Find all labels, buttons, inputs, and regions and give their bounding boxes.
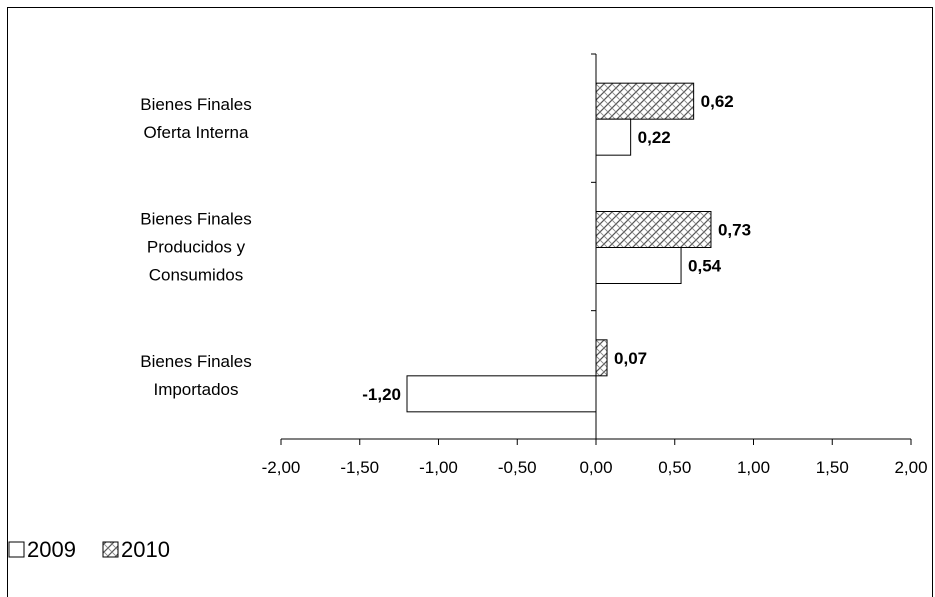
x-tick-label: 0,50 (658, 458, 691, 477)
data-label: 0,07 (614, 349, 647, 368)
legend: 2009 2010 (8, 537, 170, 562)
x-tick-label: 2,00 (894, 458, 927, 477)
bar-2009-1 (595, 247, 682, 284)
data-label: 0,54 (688, 257, 722, 276)
category-label-line: Oferta Interna (144, 123, 249, 142)
data-label: 0,73 (718, 221, 751, 240)
category-label-line: Producidos y (147, 238, 246, 257)
x-tick-label: -0,50 (498, 458, 537, 477)
data-label: 0,62 (701, 92, 734, 111)
category-label-line: Bienes Finales (140, 95, 252, 114)
legend-swatch-2010 (102, 541, 119, 558)
legend-label-2010: 2010 (121, 537, 170, 562)
bar-2010-2 (595, 339, 608, 377)
x-tick-label: 0,00 (579, 458, 612, 477)
legend-label-2009: 2009 (27, 537, 76, 562)
category-label-line: Importados (153, 380, 238, 399)
category-label-line: Consumidos (149, 266, 244, 285)
category-label: Bienes Finales Oferta Interna (140, 95, 252, 142)
bar-2010-1 (595, 211, 712, 248)
bar-2010-0 (595, 82, 695, 120)
data-label: 0,22 (638, 128, 671, 147)
legend-swatch-2009 (8, 541, 25, 558)
x-tick-label: 1,00 (737, 458, 770, 477)
bar-2009-0 (595, 118, 632, 156)
bar-2009-2 (406, 375, 597, 413)
x-tick-label: -1,00 (419, 458, 458, 477)
category-label: Bienes Finales Producidos y Consumidos (140, 210, 252, 285)
chart-frame (7, 7, 933, 597)
category-label-line: Bienes Finales (140, 210, 252, 229)
x-tick-label: -2,00 (262, 458, 301, 477)
x-tick-label: 1,50 (816, 458, 849, 477)
category-label-line: Bienes Finales (140, 352, 252, 371)
category-label: Bienes Finales Importados (140, 352, 252, 399)
x-tick-label: -1,50 (340, 458, 379, 477)
data-label: -1,20 (362, 385, 401, 404)
labels: 0,62 0,22 Bienes Finales Oferta Interna 0,73… (140, 92, 751, 404)
axes: -2,00 -1,50 -1,00 -0,50 0,00 0,50 1,00 1,50 2,00 (262, 53, 928, 477)
bars (406, 82, 712, 413)
